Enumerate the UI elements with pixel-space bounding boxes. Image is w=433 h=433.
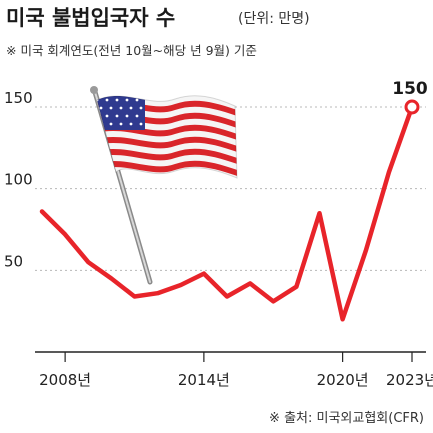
source-note: ※ 출처: 미국외교협회(CFR) — [269, 411, 424, 426]
y-tick-label: 100 — [4, 171, 33, 189]
x-tick-label: 2008년 — [39, 371, 91, 389]
chart-subtitle: ※ 미국 회계연도(전년 10월~해당 년 9월) 기준 — [6, 43, 257, 58]
x-tick-label: 2014년 — [178, 371, 230, 389]
x-ticks: 2008년 2014년 2020년 2023년 — [39, 352, 433, 389]
x-tick-label: 2023년 — [386, 371, 433, 389]
unit-label: (단위: 만명) — [238, 11, 310, 27]
end-point-marker — [404, 99, 420, 115]
us-flag-icon — [90, 86, 238, 285]
y-tick-labels: 50 100 150 — [4, 89, 33, 270]
end-value-label: 150 — [392, 79, 428, 99]
x-tick-label: 2020년 — [317, 371, 369, 389]
chart-title: 미국 불법입국자 수 — [6, 6, 175, 30]
data-points — [41, 106, 413, 320]
y-tick-label: 50 — [4, 252, 23, 270]
y-tick-label: 150 — [4, 89, 33, 107]
